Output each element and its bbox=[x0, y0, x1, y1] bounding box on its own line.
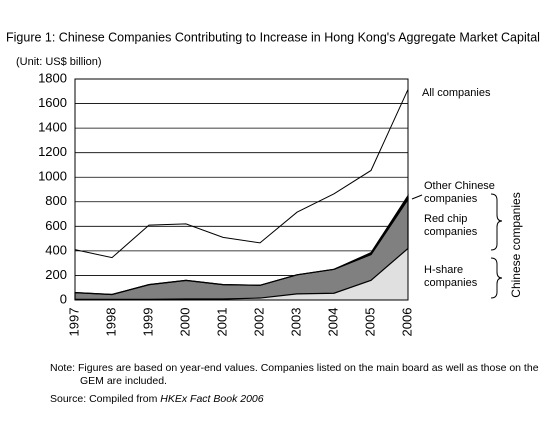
y-tick-label: 1400 bbox=[38, 120, 67, 135]
legend-label: Other Chinese companies bbox=[424, 180, 495, 205]
y-tick-label: 600 bbox=[45, 218, 67, 233]
y-tick-label: 0 bbox=[60, 291, 67, 306]
arrow bbox=[411, 194, 423, 200]
x-tick-label: 2001 bbox=[214, 308, 229, 337]
source: Source: Compiled from HKEx Fact Book 200… bbox=[50, 393, 264, 406]
unit-label: (Unit: US$ billion) bbox=[16, 56, 102, 68]
plot-frame bbox=[74, 78, 409, 301]
x-tick-label: 2002 bbox=[251, 308, 266, 337]
line bbox=[74, 89, 409, 259]
source-title: HKEx Fact Book 2006 bbox=[160, 393, 264, 405]
y-tick-label: 1000 bbox=[38, 169, 67, 184]
x-tick-label: 1998 bbox=[103, 308, 118, 337]
y-tick-label: 1800 bbox=[38, 70, 67, 85]
y-tick-label: 1200 bbox=[38, 144, 67, 159]
x-tick-label: 2005 bbox=[362, 308, 377, 337]
x-tick-label: 2006 bbox=[399, 308, 414, 337]
x-tick-label: 1999 bbox=[140, 308, 155, 337]
x-tick-label: 2000 bbox=[177, 308, 192, 337]
legend-label: All companies bbox=[422, 87, 491, 99]
y-tick-label: 400 bbox=[45, 242, 67, 257]
y-tick-label: 1600 bbox=[38, 95, 67, 110]
legend-label: Red chip companies bbox=[424, 213, 478, 238]
legend-label: H-share companies bbox=[424, 264, 478, 289]
group-label: Chinese companies bbox=[509, 192, 523, 297]
brace bbox=[490, 193, 503, 251]
brace bbox=[490, 257, 503, 299]
x-tick-label: 1997 bbox=[66, 308, 81, 337]
chart-title: Figure 1: Chinese Companies Contributing… bbox=[6, 30, 540, 44]
y-tick-label: 800 bbox=[45, 193, 67, 208]
y-tick-label: 200 bbox=[45, 267, 67, 282]
note: Note: Figures are based on year-end valu… bbox=[50, 362, 539, 387]
x-tick-label: 2004 bbox=[325, 308, 340, 337]
x-tick-label: 2003 bbox=[288, 308, 303, 337]
source-prefix: Source: Compiled from bbox=[50, 393, 158, 405]
